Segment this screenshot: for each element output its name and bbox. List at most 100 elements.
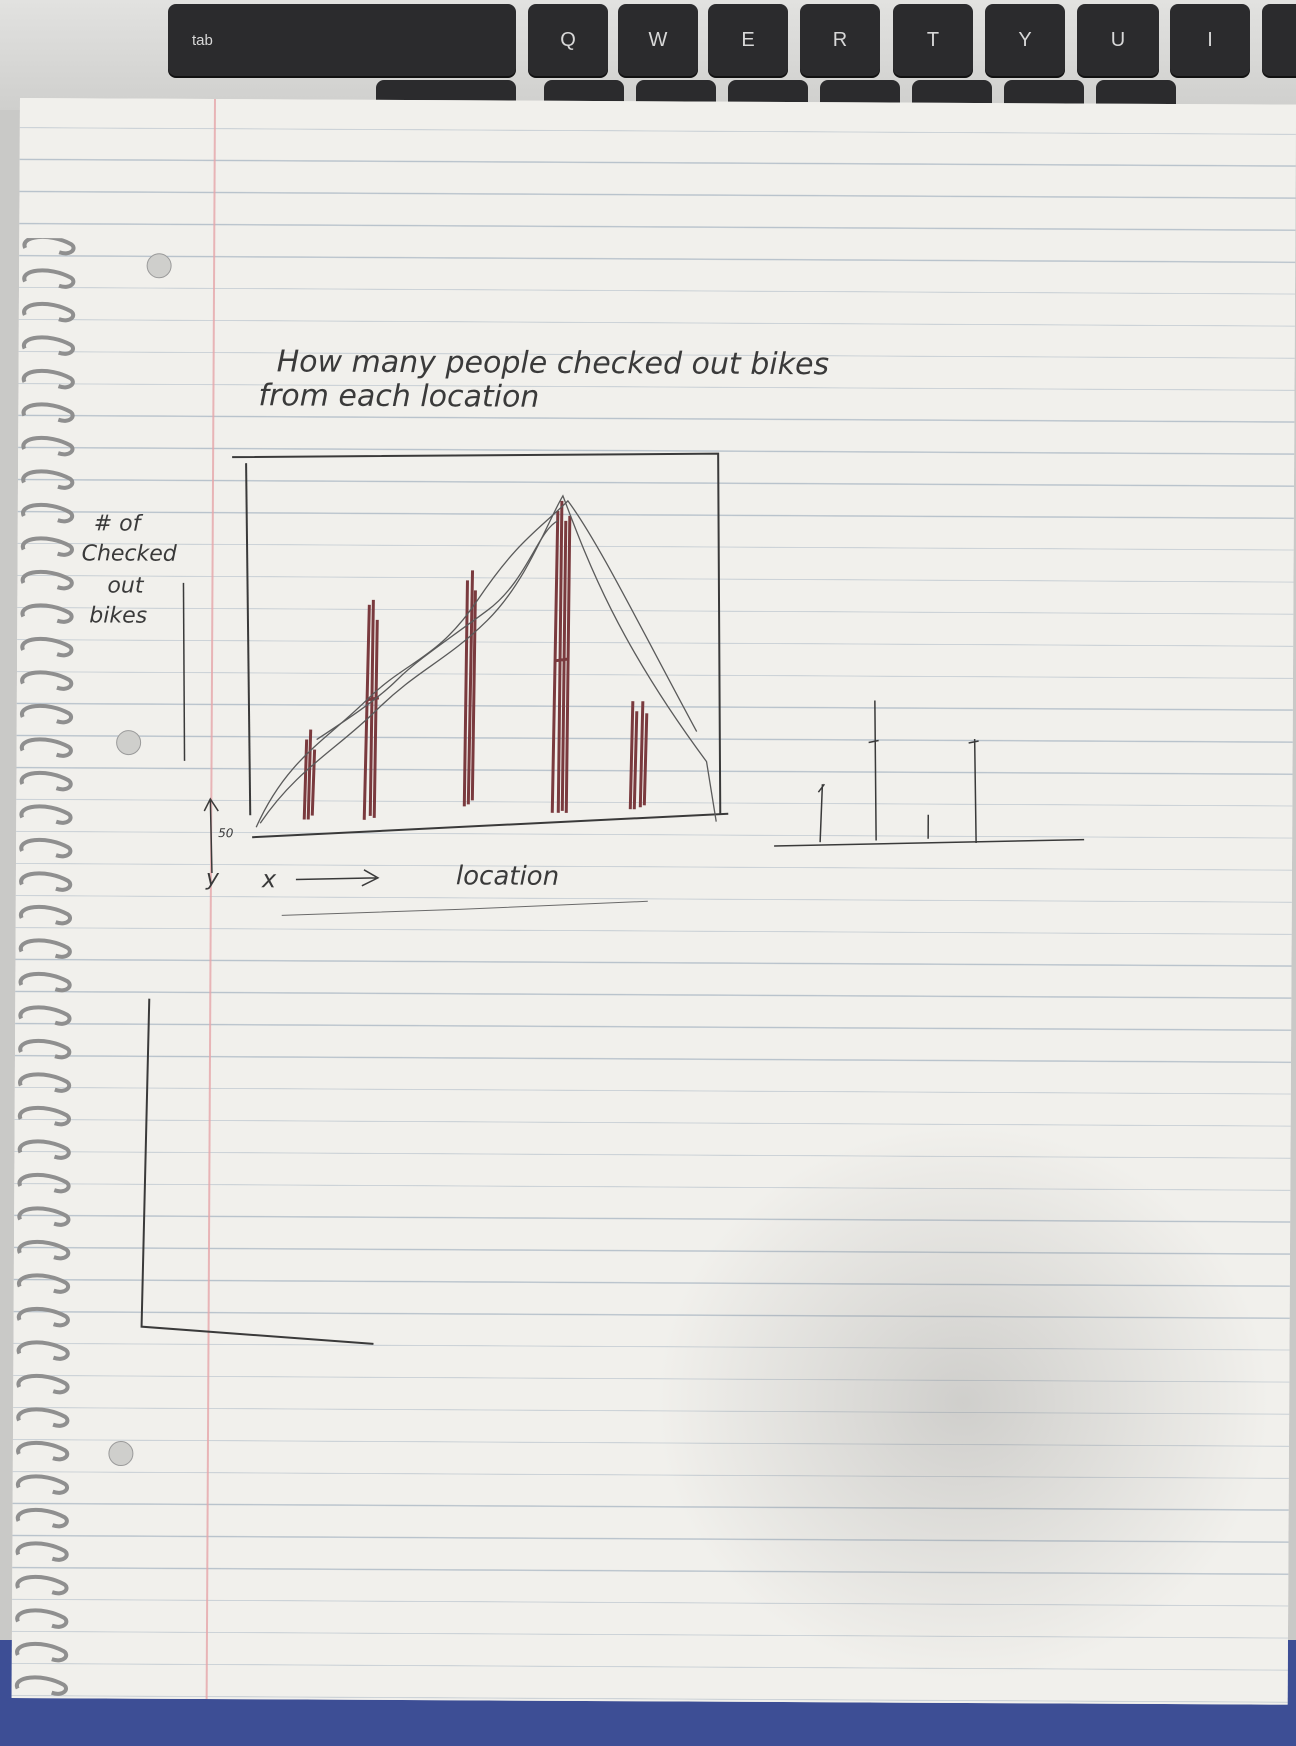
spiral-ring: [17, 1105, 71, 1127]
y-label-line: Checked: [82, 541, 178, 567]
spiral-ring: [20, 670, 74, 691]
y-label-line: # of: [94, 511, 144, 536]
spiral-ring: [16, 1306, 70, 1328]
spiral-ring: [19, 770, 73, 792]
y-tick-label: 50: [218, 826, 234, 840]
bar-5: [628, 701, 649, 810]
spiral-ring: [18, 1005, 72, 1026]
key-tab: tab: [168, 4, 516, 76]
spiral-ring: [18, 971, 72, 993]
spiral-ring: [20, 569, 74, 591]
key-i: I: [1170, 4, 1250, 76]
spiral-ring: [16, 1340, 70, 1361]
trend-line: [255, 499, 698, 828]
sketch-title-line2: from each location: [258, 378, 539, 414]
sketch-trend-lines: [255, 494, 717, 828]
y-label-line: out: [107, 573, 145, 598]
spiral-ring: [21, 502, 75, 524]
laptop-keyboard: tab Q W E R T Y U I: [0, 0, 1296, 110]
spiral-ring: [21, 368, 75, 390]
side-sketch-axis: [774, 838, 1085, 847]
spiral-ring: [15, 1507, 69, 1529]
spiral-ring: [19, 837, 73, 859]
spiral-ring: [18, 1038, 72, 1060]
binder-hole: [116, 730, 142, 756]
x-axis-label: location: [456, 861, 559, 892]
spiral-ring: [21, 435, 75, 457]
spiral-ring: [22, 237, 76, 256]
spiral-ring: [17, 1206, 71, 1227]
y-label-bracket: [182, 582, 186, 761]
key-label: U: [1110, 28, 1126, 51]
key-w: W: [618, 4, 698, 76]
spiral-ring: [16, 1373, 70, 1395]
spiral-ring: [21, 469, 75, 490]
empty-chart-frame: [140, 998, 374, 1345]
key-label: Y: [1018, 28, 1032, 51]
key-label: W: [648, 28, 668, 51]
side-sketch-bar: [868, 700, 879, 841]
spiral-ring: [22, 268, 76, 289]
key-partial: [1262, 4, 1296, 76]
key-label: Q: [560, 28, 576, 51]
side-sketch: [774, 700, 1085, 847]
spiral-ring: [16, 1407, 70, 1428]
spiral-ring: [16, 1474, 70, 1495]
chart-frame: [232, 452, 722, 814]
x-axis: [252, 812, 729, 839]
key-e: E: [708, 4, 788, 76]
sketch-title-line1: How many people checked out bikes: [277, 344, 830, 382]
key-label: tab: [192, 31, 213, 49]
key-t: T: [893, 4, 973, 76]
spiral-ring: [18, 938, 72, 959]
spiral-ring: [18, 1072, 72, 1093]
x-marker: x: [261, 865, 277, 893]
spiral-ring: [18, 904, 73, 926]
spiral-ring: [22, 301, 76, 323]
spiral-ring: [14, 1675, 68, 1696]
bar-1: [302, 729, 317, 820]
spiral-ring: [20, 603, 74, 624]
trend-line: [259, 494, 717, 824]
y-axis: [245, 463, 252, 816]
y-marker: y: [205, 866, 220, 891]
spiral-ring: [17, 1239, 71, 1261]
binder-hole: [146, 253, 172, 279]
spiral-binding: [14, 237, 76, 1696]
spiral-ring: [15, 1641, 69, 1663]
spiral-ring: [17, 1139, 71, 1160]
key-label: R: [832, 28, 848, 51]
notebook-page: How many people checked out bikes from e…: [11, 98, 1296, 1705]
spiral-ring: [19, 804, 73, 825]
y-arrow: [203, 797, 219, 874]
key-label: T: [926, 28, 940, 51]
spiral-ring: [19, 737, 73, 758]
bar-2: [362, 599, 380, 820]
spiral-ring: [20, 636, 74, 658]
spiral-ring: [15, 1541, 69, 1562]
underline-scribble: [281, 900, 648, 916]
spiral-ring: [19, 871, 73, 892]
spiral-ring: [20, 703, 74, 725]
bar-4: [550, 500, 572, 813]
key-u: U: [1077, 4, 1159, 76]
key-y: Y: [985, 4, 1065, 76]
y-label-line: bikes: [89, 603, 147, 628]
spiral-ring: [17, 1172, 71, 1194]
spiral-ring: [15, 1574, 69, 1596]
key-label: E: [741, 28, 755, 51]
side-sketch-bar: [968, 738, 979, 844]
side-sketch-bar: [817, 783, 826, 843]
key-q: Q: [528, 4, 608, 76]
spiral-ring: [21, 335, 75, 356]
spiral-ring: [15, 1608, 69, 1629]
key-label: I: [1207, 28, 1213, 51]
x-arrow: [295, 869, 380, 887]
sketch-bars: [302, 500, 649, 820]
spiral-ring: [17, 1273, 71, 1294]
spiral-ring: [21, 402, 75, 423]
trend-line: [316, 520, 559, 741]
spiral-ring: [20, 536, 74, 557]
key-r: R: [800, 4, 880, 76]
sketch-canvas: How many people checked out bikes from e…: [82, 253, 1085, 1467]
